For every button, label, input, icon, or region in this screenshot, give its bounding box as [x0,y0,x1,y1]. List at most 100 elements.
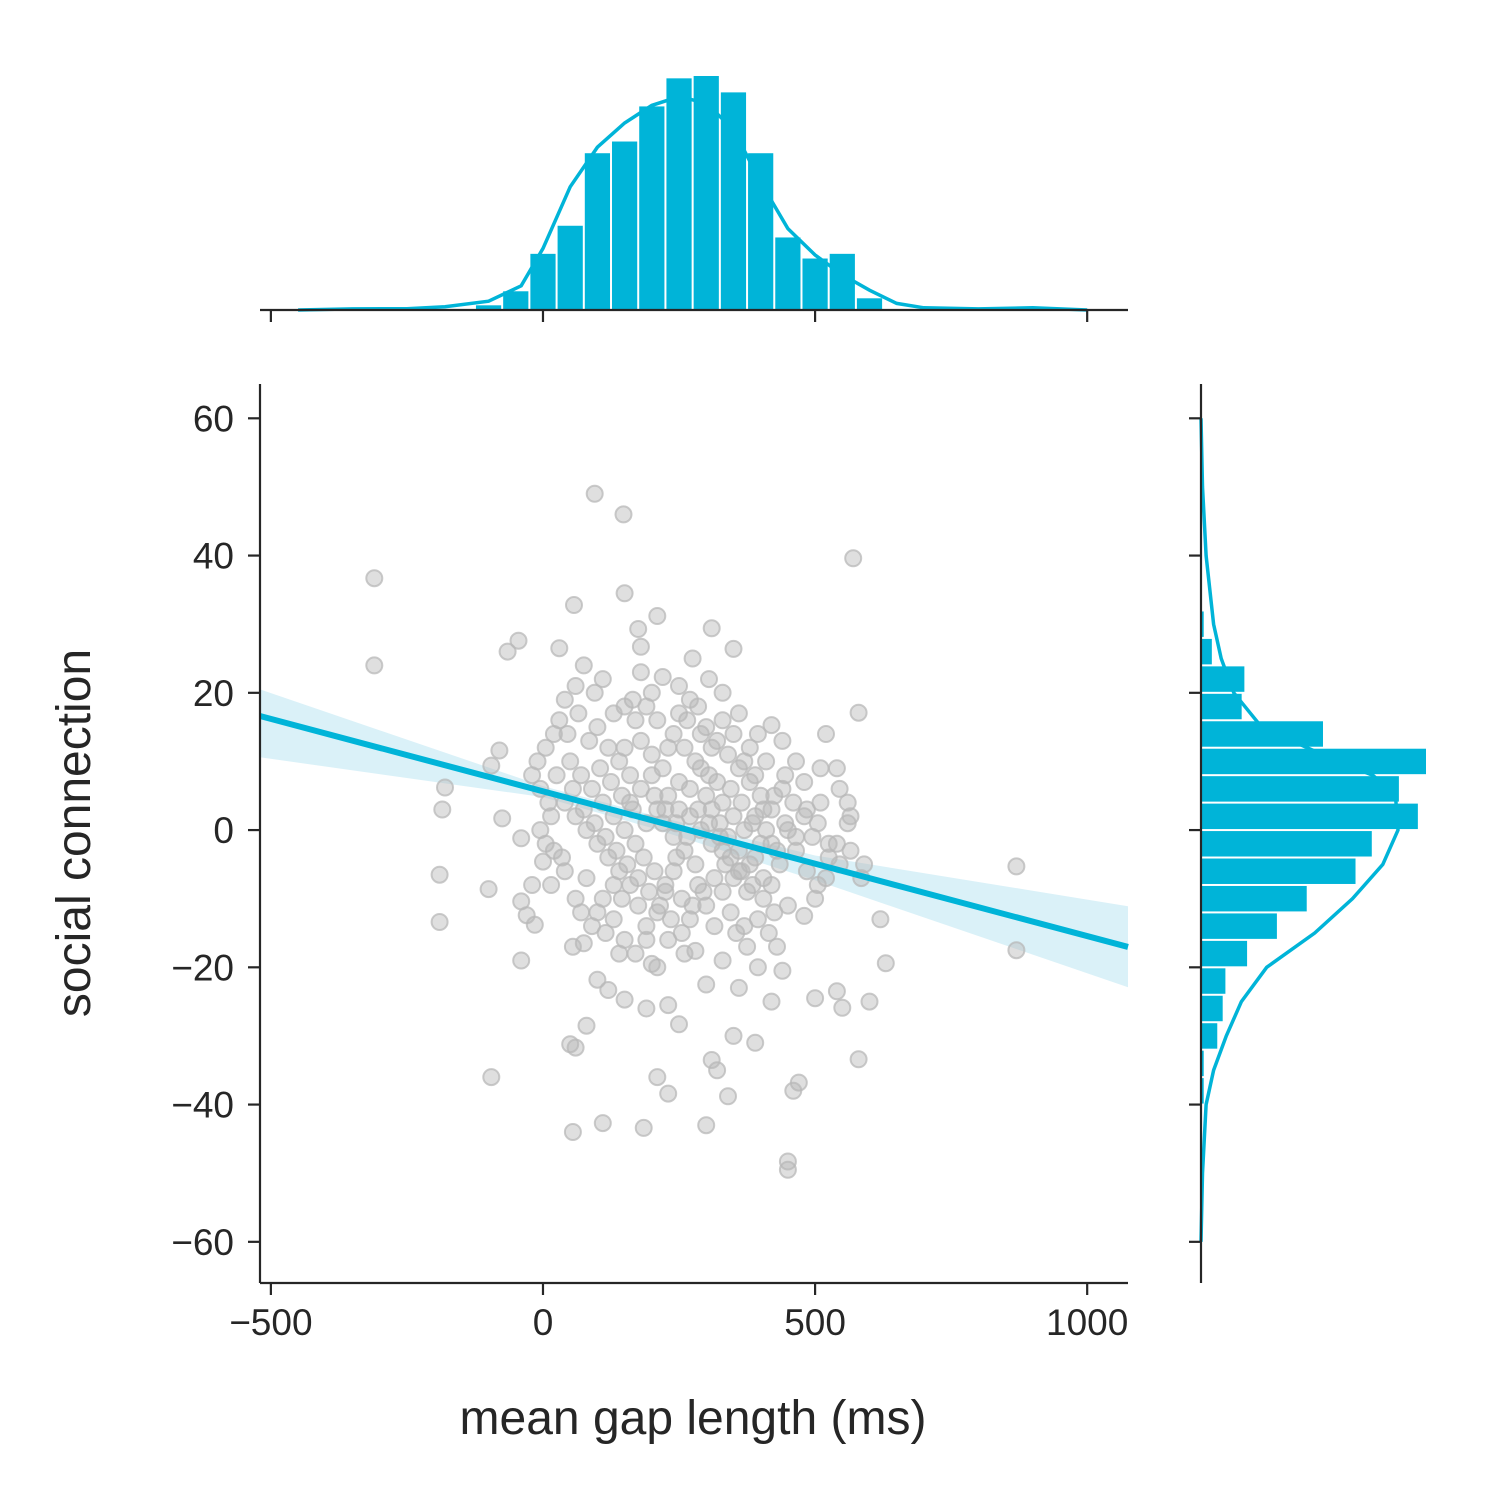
scatter-point [675,944,694,963]
scatter-point [670,800,688,819]
scatter-point [490,741,509,760]
scatter-point [621,766,640,785]
x-hist-bar [475,305,502,310]
scatter-point [797,800,816,819]
scatter-point [819,834,838,853]
scatter-point [566,1038,585,1057]
scatter-points [365,484,1026,1179]
y-axis-title: social connection [48,649,101,1017]
x-hist-bar [775,237,801,310]
scatter-point [721,848,740,867]
scatter-point [659,786,678,805]
scatter-point [748,958,767,977]
scatter-point [561,752,580,771]
scatter-point [795,906,814,925]
scatter-point [748,725,767,743]
scatter-point [645,786,664,805]
scatter-point [640,882,659,901]
scatter-point [844,549,863,568]
scatter-point [757,752,776,771]
y-hist-bar [1201,611,1204,637]
scatter-point [680,910,699,929]
scatter-point [498,642,517,661]
scatter-point [876,954,895,973]
scatter-point [768,937,786,956]
scatter-point [659,738,678,757]
scatter-point [827,982,846,1001]
scatter-point [593,1114,612,1133]
scatter-point [615,821,634,840]
scatter-point [555,862,574,881]
scatter-point [596,827,615,846]
scatter-point [705,917,724,936]
x-hist-bar [503,291,529,310]
scatter-point [604,910,623,929]
scatter-point [607,841,626,860]
scatter-point [542,876,561,894]
scatter-point [702,800,721,819]
scatter-point [577,1016,596,1035]
scatter-point [697,975,716,994]
x-tick-label: 0 [533,1302,554,1343]
scatter-point [588,970,607,989]
scatter-point [849,1050,868,1069]
scatter-point [523,766,542,785]
x-tick-label: 500 [784,1302,846,1343]
scatter-point [572,766,591,785]
scatter-point [482,1068,501,1087]
scatter-point [648,958,667,977]
scatter-point [691,725,710,743]
scatter-point [743,876,762,894]
scatter-point [642,766,661,785]
y-hist-bar [1201,831,1372,857]
scatter-point [754,800,773,819]
scatter-point [436,778,454,797]
scatter-point [634,1118,653,1137]
y-hist-bar [1201,940,1248,967]
scatter-point [659,1084,678,1103]
scatter-point [806,989,825,1008]
scatter-point [719,1087,737,1106]
scatter-point [631,731,650,750]
scatter-point [536,738,555,757]
scatter-point [670,704,688,723]
scatter-point [656,800,675,819]
confidence-band-area [260,689,1128,988]
scatter-point [550,639,569,658]
scatter-point [637,917,656,936]
scatter-point [626,711,645,730]
scatter-point [566,677,585,695]
confidence-band [260,689,1128,988]
regression-line [259,713,1129,950]
scatter-point [806,889,825,908]
y-hist-bar [1201,968,1226,994]
scatter-point [776,766,795,785]
y-hist-bar [1201,693,1242,720]
regression-line-group [259,713,1129,950]
scatter-point [776,814,795,833]
scatter-point [833,998,852,1017]
scatter-point [713,951,732,970]
scatter-point [694,882,713,901]
scatter-point [729,704,748,723]
scatter-point [585,484,604,503]
scatter-point [700,670,718,689]
scatter-point [542,807,561,826]
scatter-point [719,745,737,764]
scatter-point [593,670,612,689]
scatter-point [713,882,732,901]
scatter-point [599,738,618,757]
scatter-point [585,814,604,833]
scatter-point [629,620,648,638]
scatter-point [778,1160,797,1179]
scatter-point [765,786,784,805]
scatter-point [708,1061,727,1080]
y-hist-bar [1201,1050,1204,1077]
scatter-point [572,903,591,922]
scatter-point [808,814,827,833]
scatter-point [591,759,610,778]
y-tick-label: −60 [171,1222,234,1263]
scatter-point [661,910,680,929]
x-tick-label: 1000 [1046,1302,1128,1343]
scatter-point [1007,857,1026,876]
